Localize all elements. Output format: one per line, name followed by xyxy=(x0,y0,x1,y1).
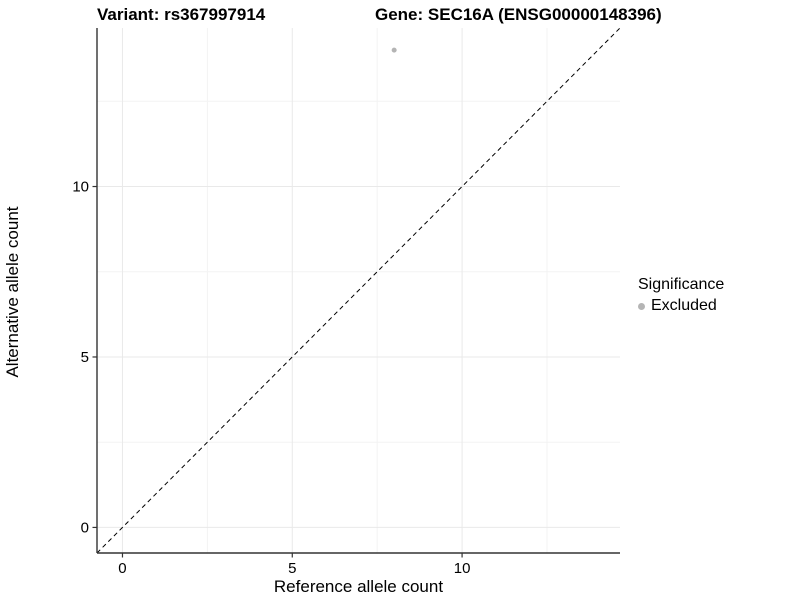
plot-title-variant: Variant: rs367997914 xyxy=(97,5,266,24)
legend-point-icon xyxy=(638,302,645,310)
legend-entry-label: Excluded xyxy=(651,297,717,314)
identity-reference-line xyxy=(96,27,621,554)
legend-title: Significance xyxy=(638,276,725,293)
x-axis-title: Reference allele count xyxy=(273,577,444,596)
legend: Significance Excluded xyxy=(638,276,724,315)
data-point xyxy=(391,47,397,53)
plot-title-gene: Gene: SEC16A (ENSG00000148396) xyxy=(375,5,662,24)
y-tick-label: 0 xyxy=(81,519,89,536)
y-tick-label: 10 xyxy=(72,179,89,196)
x-tick-label: 5 xyxy=(288,560,296,577)
x-tick-label: 0 xyxy=(118,560,126,577)
x-tick-label: 10 xyxy=(454,560,471,577)
y-tick-label: 5 xyxy=(81,349,89,366)
legend-entry-excluded: Excluded xyxy=(638,297,724,315)
